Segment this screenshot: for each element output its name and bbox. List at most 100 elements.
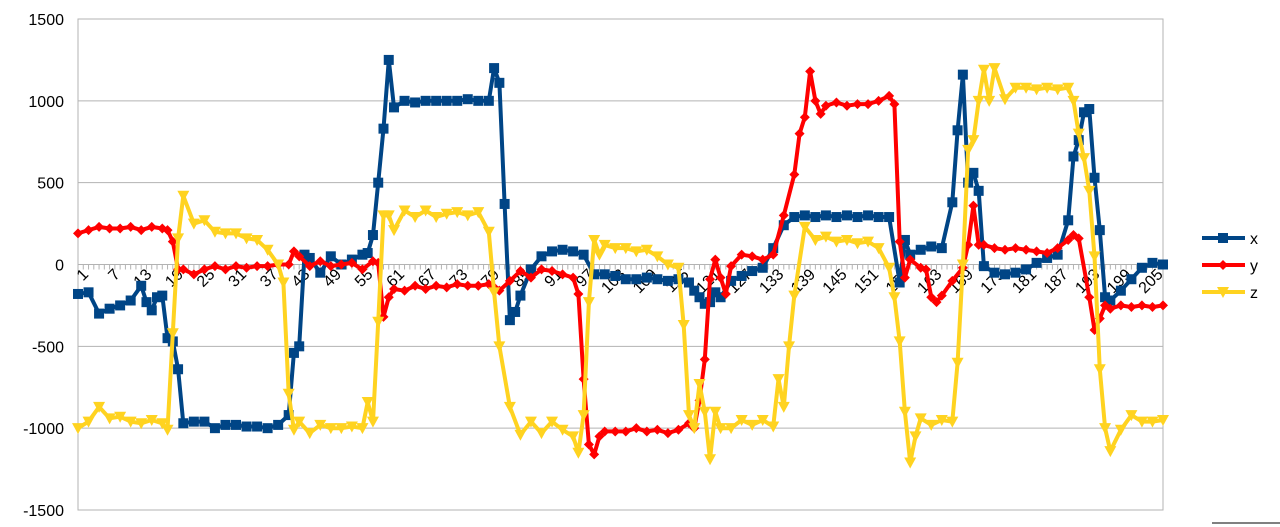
data-point-z (651, 251, 664, 263)
data-point-z (314, 419, 327, 431)
data-point-z (935, 414, 948, 426)
data-point-z (208, 226, 221, 238)
data-point-z (451, 207, 464, 219)
data-point-z (388, 225, 401, 237)
data-point-z (198, 215, 211, 227)
data-point-y (594, 431, 605, 442)
data-point-z (788, 290, 801, 302)
data-point-z (598, 239, 611, 251)
data-point-y (94, 221, 105, 232)
data-point-x (973, 185, 984, 196)
data-point-z (1030, 84, 1043, 96)
data-point-x (873, 212, 884, 223)
data-point-z (419, 205, 432, 217)
data-point-y (1218, 260, 1228, 270)
data-point-z (1099, 423, 1112, 435)
data-point-z (335, 423, 348, 435)
data-point-y (136, 225, 147, 236)
legend: xyz (1202, 231, 1258, 302)
data-point-y (209, 261, 220, 272)
data-point-y (357, 264, 368, 275)
data-point-z (972, 95, 985, 107)
data-point-z (704, 454, 717, 466)
data-point-x (220, 419, 231, 430)
data-point-y (452, 279, 463, 290)
data-point-y (420, 284, 431, 295)
data-point-x (252, 421, 263, 432)
series-x (73, 54, 1168, 434)
data-point-x (104, 303, 115, 314)
legend-label: x (1250, 231, 1258, 248)
data-point-z (672, 262, 685, 274)
data-point-y (1126, 302, 1137, 313)
data-point-x (620, 274, 631, 285)
data-point-z (556, 424, 569, 436)
data-point-x (683, 277, 694, 288)
data-point-y (1010, 243, 1021, 254)
data-point-x (473, 95, 484, 106)
data-point-z (756, 414, 769, 426)
data-point-x (1084, 104, 1095, 115)
data-point-x (499, 198, 510, 209)
y-tick-label: -500 (32, 339, 64, 356)
legend-item-z: z (1202, 285, 1258, 302)
data-point-y (620, 426, 631, 437)
data-point-x (952, 125, 963, 136)
series-y (73, 66, 1168, 460)
data-point-z (640, 244, 653, 256)
data-point-x (841, 210, 852, 221)
data-point-z (1051, 84, 1064, 96)
data-point-z (819, 231, 832, 243)
data-point-x (1105, 295, 1116, 306)
data-point-y (794, 128, 805, 139)
data-point-y (699, 354, 710, 365)
legend-item-y: y (1202, 258, 1258, 275)
data-point-y (73, 228, 83, 239)
data-point-x (747, 266, 758, 277)
data-point-y (346, 257, 357, 268)
data-point-y (673, 424, 684, 435)
data-point-x (710, 287, 721, 298)
data-point-x (968, 167, 979, 178)
data-point-y (583, 439, 594, 450)
data-point-x (373, 177, 384, 188)
data-point-y (894, 236, 905, 247)
data-point-x (288, 347, 299, 358)
data-point-z (93, 401, 106, 413)
data-point-z (735, 414, 748, 426)
data-point-x (789, 212, 800, 223)
data-point-y (736, 249, 747, 260)
data-point-x (441, 95, 452, 106)
data-point-z (783, 341, 796, 353)
data-point-x (383, 54, 394, 65)
data-point-y (146, 221, 157, 232)
data-point-x (568, 246, 579, 257)
data-point-y (720, 288, 731, 299)
data-point-x (831, 212, 842, 223)
data-point-z (809, 234, 822, 246)
data-point-z (661, 259, 674, 271)
data-point-z (482, 226, 495, 238)
data-point-z (82, 416, 95, 428)
data-point-x (726, 275, 737, 286)
data-point-x (699, 298, 710, 309)
y-axis: -1500 -1000 -500 0 500 1000 1500 (23, 12, 64, 520)
data-point-z (693, 378, 706, 390)
data-point-z (588, 234, 601, 246)
data-point-y (568, 272, 579, 283)
data-point-z (577, 410, 590, 422)
data-point-z (251, 234, 264, 246)
data-point-x (152, 292, 163, 303)
data-point-y (1158, 300, 1168, 311)
data-point-y (710, 254, 721, 265)
data-point-x (188, 416, 199, 427)
data-point-z (567, 431, 580, 443)
data-point-x (1094, 225, 1105, 236)
data-point-y (325, 261, 336, 272)
data-point-z (409, 212, 422, 224)
data-point-x (94, 308, 105, 319)
data-point-x (146, 305, 157, 316)
data-point-x (83, 287, 94, 298)
data-point-x (357, 249, 368, 260)
data-point-z (114, 411, 127, 423)
